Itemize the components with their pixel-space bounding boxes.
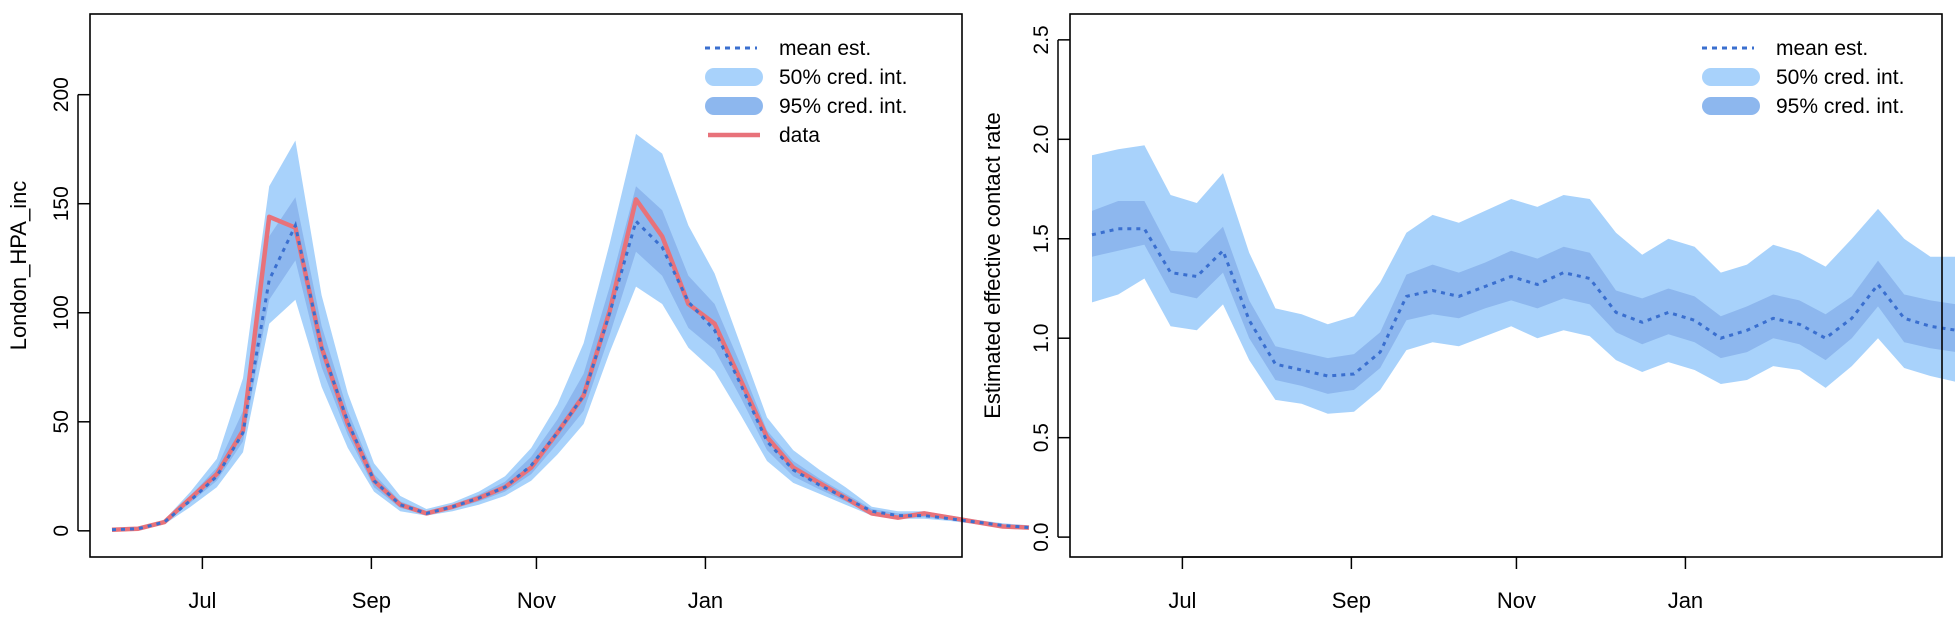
legend-label: data — [779, 124, 820, 147]
legend: mean est. 50% cred. int. 95% cred. int. dat… — [705, 37, 907, 147]
x-tick-label: Nov — [517, 588, 556, 613]
y-axis: 0 50 100 150 200 London_HPA_inc — [6, 77, 90, 537]
x-axis: Jul Sep Nov Jan — [188, 556, 723, 613]
y-tick-label: 0.5 — [1030, 423, 1053, 452]
mean-estimate-line — [1091, 227, 1955, 378]
y-tick-label: 2.5 — [1030, 25, 1053, 54]
legend-label: 50% cred. int. — [1776, 66, 1904, 89]
data-line — [111, 197, 1030, 532]
x-tick-label: Nov — [1497, 588, 1536, 613]
mean-estimate-line — [111, 218, 1030, 532]
legend-entry: mean est. — [1702, 37, 1868, 60]
y-axis-title: London_HPA_inc — [6, 181, 31, 351]
legend-entry: mean est. — [705, 37, 871, 60]
band-95-credible-interval — [112, 133, 1029, 531]
x-tick-label: Jul — [1168, 588, 1196, 613]
y-tick-label: 1.5 — [1030, 224, 1053, 253]
x-axis: Jul Sep Nov Jan — [1168, 556, 1703, 613]
legend-label: 95% cred. int. — [779, 95, 907, 118]
legend-label: mean est. — [779, 37, 871, 60]
legend-swatch — [705, 68, 763, 86]
legend-entry: data — [708, 124, 820, 147]
x-tick-label: Sep — [352, 588, 391, 613]
legend-entry: 50% cred. int. — [1702, 66, 1904, 89]
y-tick-label: 2.0 — [1030, 125, 1053, 154]
legend-label: 95% cred. int. — [1776, 95, 1904, 118]
y-axis: 0.0 0.5 1.0 1.5 2.0 2.5 Estimated effective co… — [980, 25, 1070, 552]
legend-swatch — [1702, 68, 1760, 86]
chart-panel-2: 0.0 0.5 1.0 1.5 2.0 2.5 Estimated effective co… — [980, 13, 1955, 613]
y-tick-label: 1.0 — [1030, 324, 1053, 353]
legend-swatch — [1702, 97, 1760, 115]
y-tick-label: 50 — [50, 410, 73, 433]
legend: mean est. 50% cred. int. 95% cred. int. — [1702, 37, 1904, 118]
x-tick-label: Jan — [688, 588, 723, 613]
band-50-credible-interval — [1092, 201, 1955, 394]
y-axis-title: Estimated effective contact rate — [980, 112, 1005, 419]
y-tick-label: 0.0 — [1030, 523, 1053, 552]
x-tick-label: Sep — [1332, 588, 1371, 613]
legend-label: 50% cred. int. — [779, 66, 907, 89]
legend-entry: 95% cred. int. — [705, 95, 907, 118]
legend-label: mean est. — [1776, 37, 1868, 60]
y-tick-label: 0 — [50, 525, 73, 537]
x-tick-label: Jan — [1668, 588, 1703, 613]
legend-entry: 95% cred. int. — [1702, 95, 1904, 118]
chart-panel-1: 0 50 100 150 200 London_HPA_inc Jul Sep Nov Jan me… — [6, 13, 1030, 613]
y-tick-label: 200 — [50, 77, 73, 112]
y-tick-label: 150 — [50, 186, 73, 221]
legend-swatch — [705, 97, 763, 115]
legend-entry: 50% cred. int. — [705, 66, 907, 89]
y-tick-label: 100 — [50, 295, 73, 330]
x-tick-label: Jul — [188, 588, 216, 613]
